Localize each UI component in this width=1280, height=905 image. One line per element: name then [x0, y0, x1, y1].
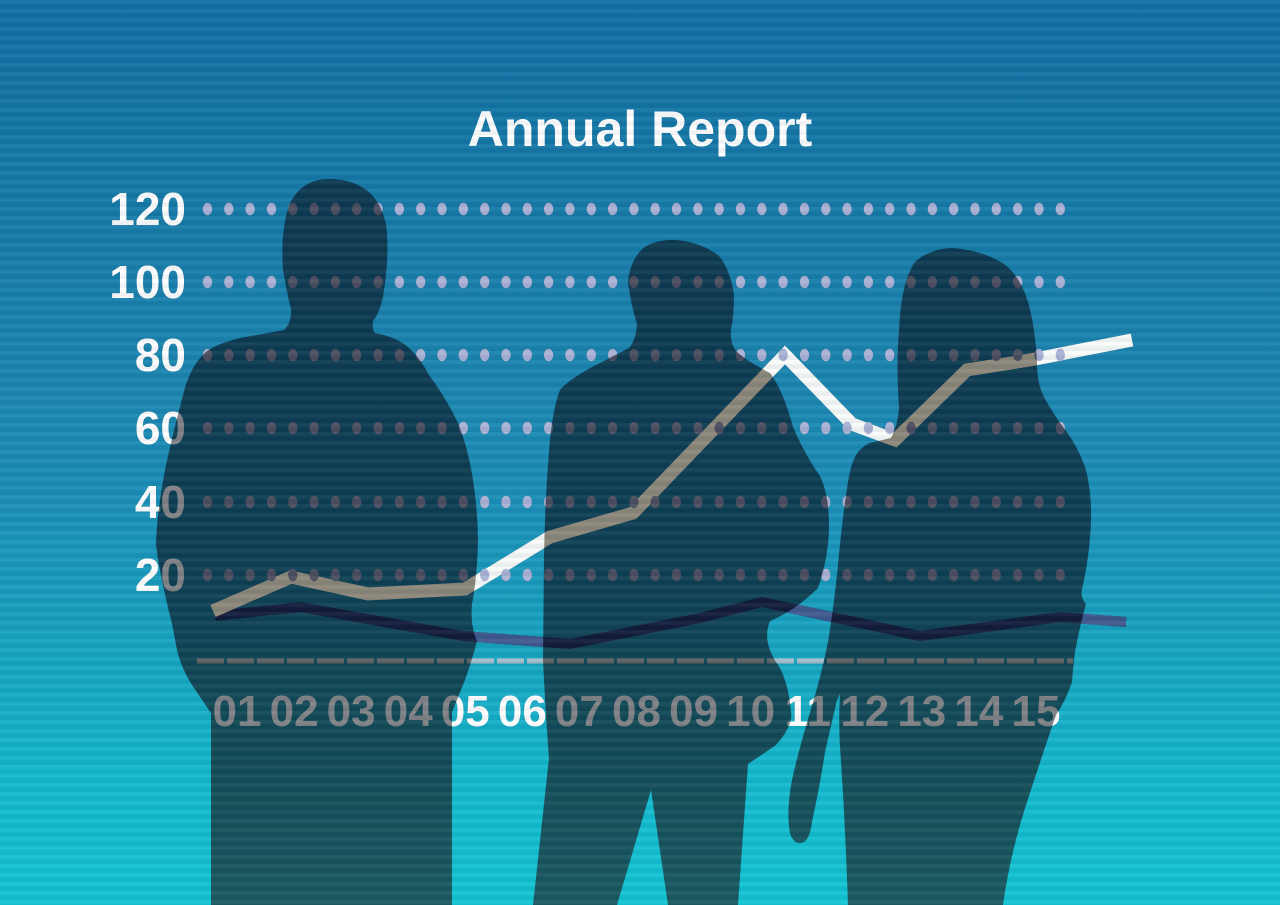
page-title: Annual Report — [467, 101, 813, 157]
silhouette-woman-right — [788, 248, 1092, 905]
silhouette-man-left — [156, 179, 478, 905]
